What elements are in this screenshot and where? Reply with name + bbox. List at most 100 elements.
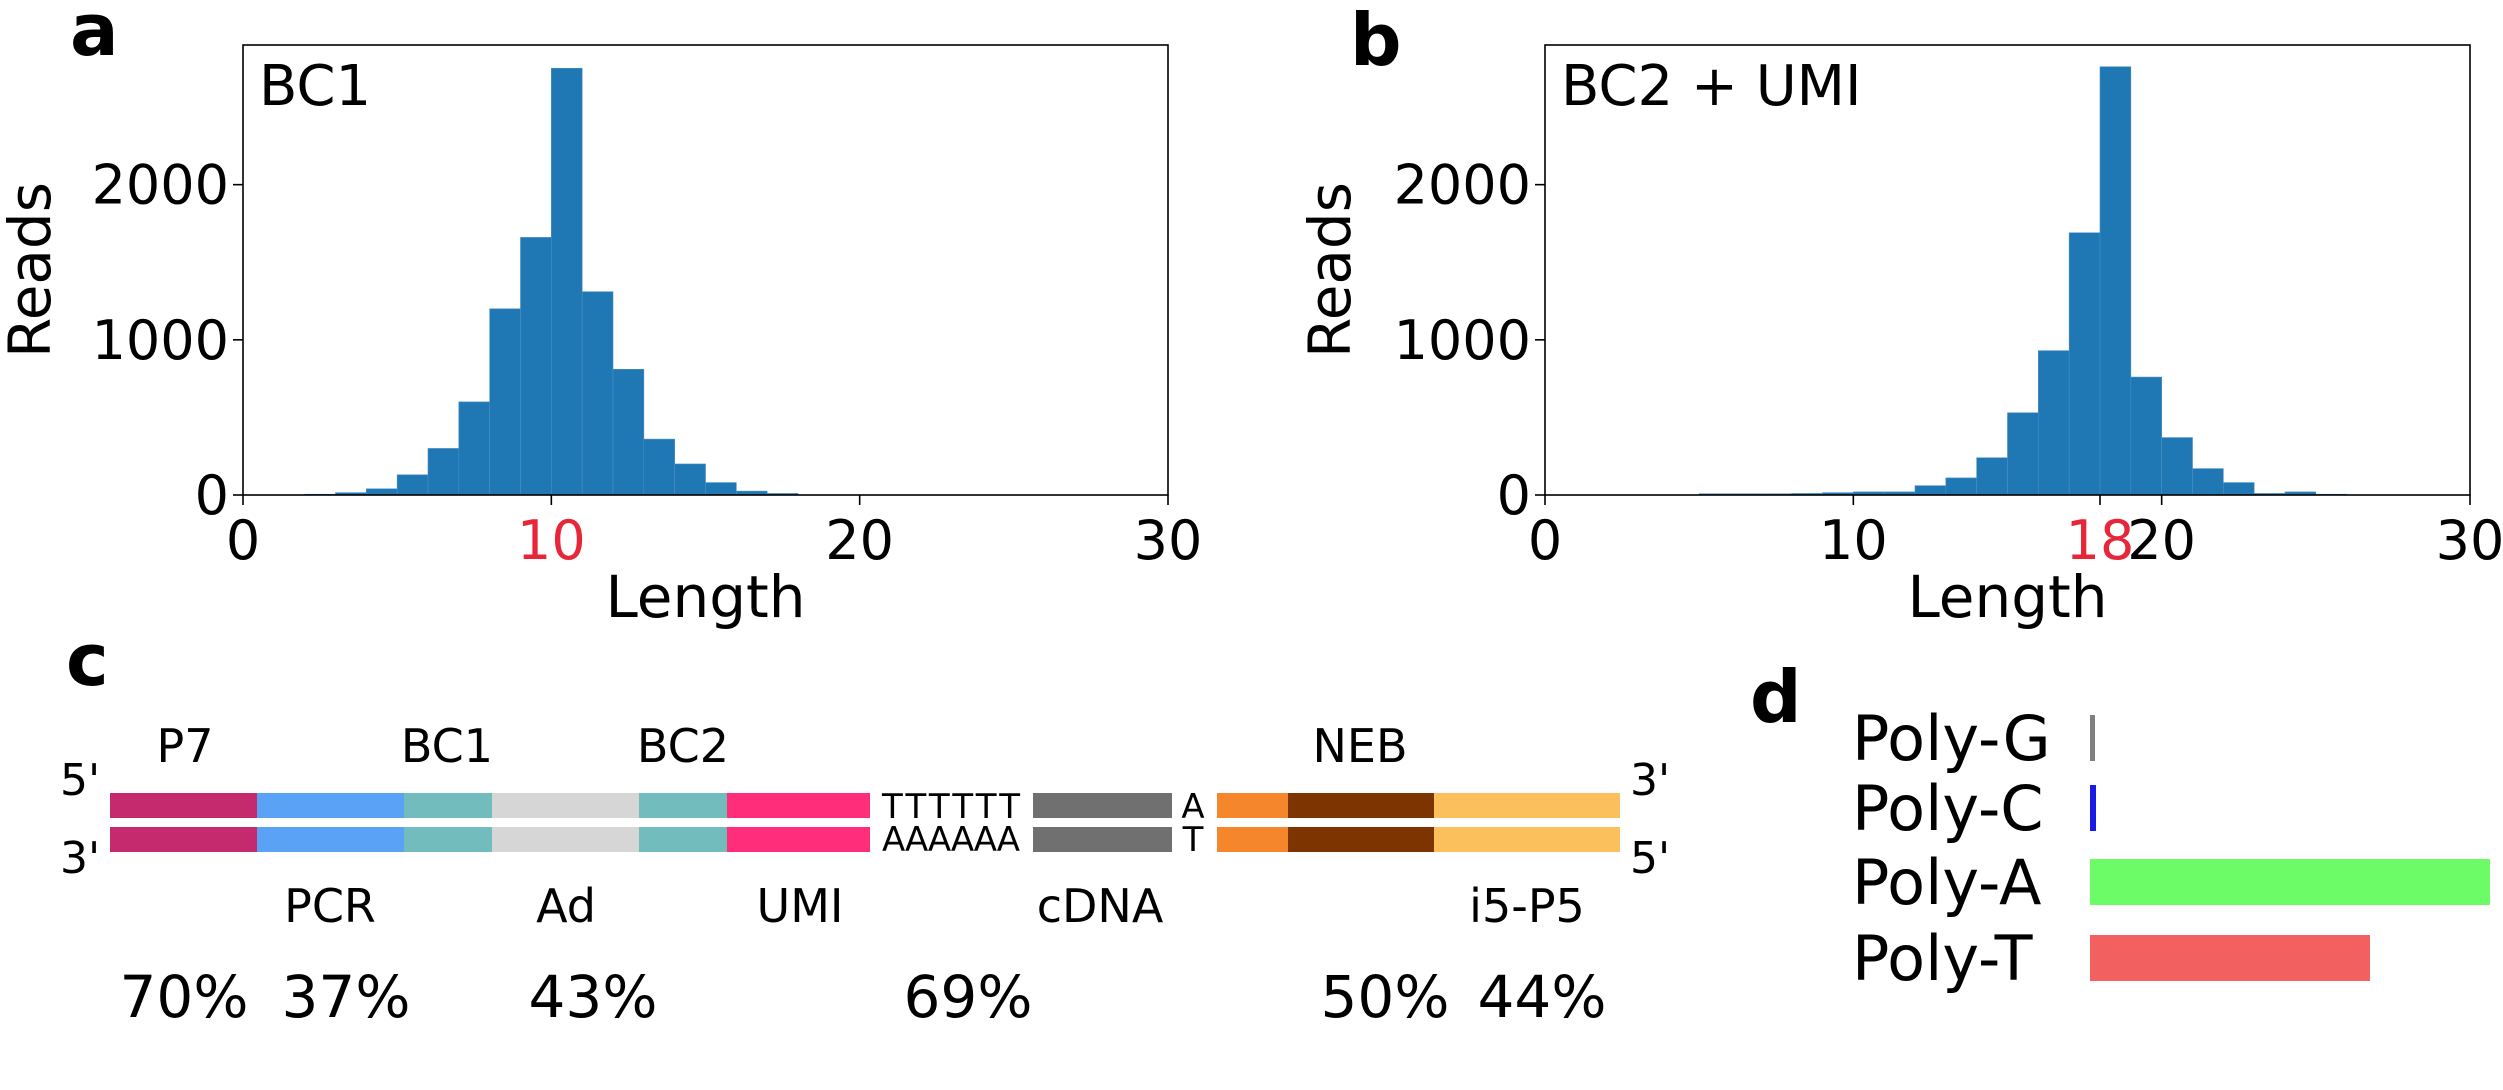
x-tick-label: 10 [517, 509, 586, 572]
y-axis-label: Reads [0, 182, 64, 358]
segment-top-strand [404, 793, 492, 818]
y-tick-label: 2000 [92, 154, 229, 217]
histogram-bar [643, 438, 675, 496]
y-tick-label: 1000 [92, 309, 229, 372]
poly-label: Poly-G [1852, 702, 2051, 775]
histogram-bar [396, 474, 429, 496]
segment-bottom-strand [1217, 827, 1288, 852]
poly-a-sequence: AAAAAA [882, 820, 1020, 860]
percentage-label: 50% [1321, 963, 1450, 1031]
panel-title: BC1 [259, 54, 371, 119]
percentage-label: 37% [282, 963, 411, 1031]
poly-bar [2090, 859, 2490, 905]
histogram-bar [2007, 412, 2039, 496]
y-tick-label: 1000 [1394, 309, 1531, 372]
poly-bar [2090, 785, 2096, 831]
histogram-bar [2192, 468, 2224, 496]
segment-top-strand [1033, 793, 1172, 818]
panel-letter: c [66, 618, 109, 702]
x-axis-label: Length [1907, 563, 2107, 631]
segment-top-strand [1434, 793, 1620, 818]
histogram-bar [2099, 66, 2132, 496]
histogram-bar [674, 463, 706, 496]
histogram-bar [427, 448, 460, 496]
poly-label: Poly-T [1852, 922, 2034, 995]
segment-top-strand [727, 793, 870, 818]
histogram-bar [705, 482, 737, 496]
segment-top-strand [257, 793, 404, 818]
histogram-bar [458, 401, 490, 496]
histogram-bar [1976, 457, 2008, 496]
plot-frame [242, 44, 1169, 496]
histogram-bar [2038, 350, 2070, 496]
poly-bar [2090, 935, 2370, 981]
segment-top-strand [1288, 793, 1434, 818]
histogram-bar [581, 291, 614, 496]
panel-letter: a [70, 0, 119, 72]
panel-title: BC2 + UMI [1561, 54, 1862, 119]
panel-letter: d [1750, 655, 1802, 739]
histogram-bar [1945, 477, 1977, 496]
percentage-label: 70% [120, 963, 249, 1031]
tail-t: T [1182, 820, 1204, 860]
segment-label-top: BC1 [401, 719, 493, 773]
segment-label-bottom: cDNA [1037, 879, 1164, 933]
histogram-bar [366, 488, 398, 496]
histogram-bar [520, 237, 552, 496]
prime-left-bottom: 3' [60, 833, 100, 884]
tail-a: A [1181, 787, 1204, 827]
x-tick-label: 20 [2127, 509, 2196, 572]
segment-label-bottom: i5-P5 [1469, 879, 1585, 933]
x-tick-label: 18 [2066, 509, 2135, 572]
segment-bottom-strand [1033, 827, 1172, 852]
segment-top-strand [110, 793, 257, 818]
segment-label-top: BC2 [637, 719, 729, 773]
histogram-bar [1914, 485, 1947, 496]
histogram-bar [551, 67, 583, 496]
segment-bottom-strand [257, 827, 404, 852]
x-tick-label: 30 [1134, 509, 1203, 572]
poly-label: Poly-A [1852, 846, 2041, 919]
segment-top-strand [639, 793, 727, 818]
percentage-label: 69% [904, 963, 1033, 1031]
segment-bottom-strand [639, 827, 727, 852]
segment-label-bottom: PCR [284, 879, 376, 933]
segment-bottom-strand [727, 827, 870, 852]
segment-label-top: NEB [1312, 719, 1407, 773]
y-tick-label: 2000 [1394, 154, 1531, 217]
segment-top-strand [1217, 793, 1288, 818]
histogram-bar [2223, 482, 2255, 496]
prime-left-top: 5' [60, 755, 100, 806]
y-tick-label: 0 [1497, 464, 1531, 527]
segment-label-bottom: Ad [536, 879, 596, 933]
y-axis-label: Reads [1296, 182, 1364, 358]
y-tick-label: 0 [195, 464, 229, 527]
x-tick-label: 30 [2436, 509, 2503, 572]
segment-label-bottom: UMI [757, 879, 844, 933]
histogram-bar [489, 308, 521, 496]
percentage-label: 44% [1478, 963, 1607, 1031]
segment-top-strand [492, 793, 639, 818]
segment-bottom-strand [492, 827, 639, 852]
x-tick-label: 20 [825, 509, 894, 572]
x-tick-label: 0 [226, 509, 260, 572]
segment-bottom-strand [1288, 827, 1434, 852]
panel-a: a 0 10 20 30 0 1000 2000 BC1 Length Reads [0, 0, 1202, 631]
poly-bar [2090, 715, 2095, 761]
prime-right-top: 3' [1630, 755, 1670, 806]
x-tick-label: 10 [1819, 509, 1888, 572]
segment-bottom-strand [404, 827, 492, 852]
histogram-bar [2068, 232, 2101, 496]
segment-bottom-strand [1434, 827, 1620, 852]
x-axis-label: Length [605, 563, 805, 631]
histogram-bar [612, 369, 645, 496]
percentage-label: 43% [529, 963, 658, 1031]
histogram-bar [2161, 437, 2193, 496]
segment-label-top: P7 [156, 719, 213, 773]
plot-frame [1544, 44, 2471, 496]
histogram-bar [2130, 376, 2162, 496]
